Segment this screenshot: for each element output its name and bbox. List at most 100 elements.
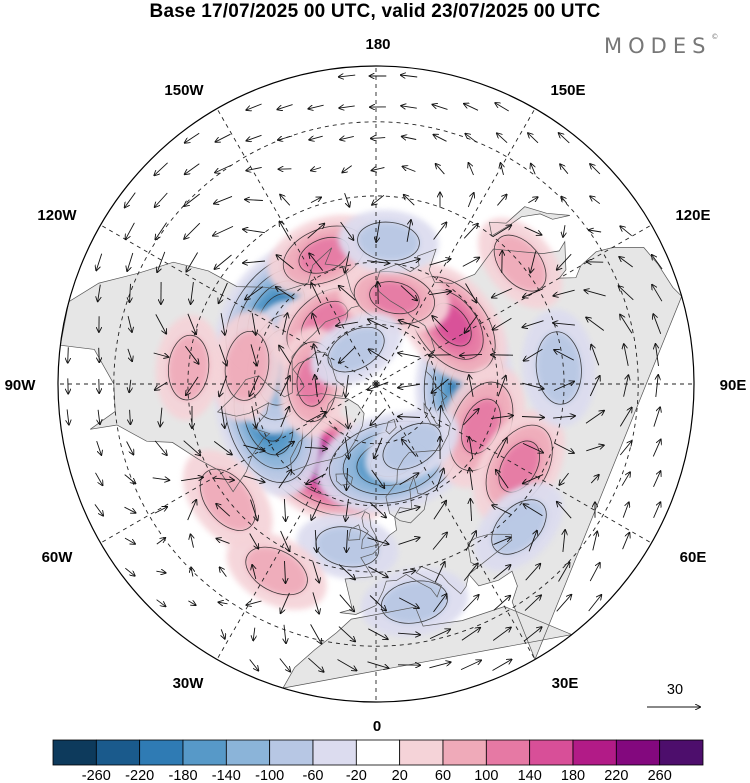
wind-vector <box>590 196 601 205</box>
wind-vector <box>369 595 386 611</box>
wind-vector <box>185 132 200 143</box>
wind-vector <box>124 506 136 513</box>
wind-vector <box>463 409 478 426</box>
wind-vector <box>253 627 255 641</box>
land-japan <box>489 206 570 236</box>
wind-vector <box>216 133 231 142</box>
wind-vector <box>371 408 386 425</box>
wind-vector <box>153 352 169 357</box>
wind-vector <box>524 595 541 611</box>
wind-vector <box>434 135 447 142</box>
wind-vector <box>398 538 420 545</box>
wind-vector <box>435 469 443 490</box>
lon-label-150w: 150W <box>164 82 204 99</box>
anomaly-negative-23 <box>338 210 439 273</box>
wind-vector <box>252 565 256 580</box>
wind-vector <box>528 197 537 204</box>
wind-vector <box>368 566 387 578</box>
wind-vector <box>429 259 451 266</box>
wind-vector <box>429 291 451 296</box>
wind-vector <box>278 470 291 489</box>
wind-vector <box>160 407 162 427</box>
wind-vector <box>339 75 356 77</box>
wind-vector <box>278 135 293 140</box>
wind-vector <box>312 561 319 583</box>
wind-vector <box>243 444 264 451</box>
wind-vector <box>369 349 388 362</box>
wind-vector <box>277 104 293 110</box>
wind-vector <box>68 347 69 362</box>
wind-vector <box>586 318 605 331</box>
meridian-240 <box>100 224 377 385</box>
wind-vector <box>155 192 168 207</box>
wind-vector <box>372 194 385 204</box>
colorbar-swatch <box>225 739 271 766</box>
wind-vector <box>124 474 136 484</box>
wind-vector <box>439 406 441 429</box>
wind-vector <box>219 282 228 303</box>
wind-vector <box>185 345 198 364</box>
wind-vector <box>216 504 231 517</box>
colorbar-swatch <box>139 739 184 766</box>
wind-vector <box>652 285 663 302</box>
wind-vector <box>125 567 134 576</box>
wind-vector <box>310 624 322 643</box>
wind-vector <box>156 599 166 607</box>
wind-vector <box>493 565 511 580</box>
wind-vector <box>154 507 167 514</box>
wind-vector <box>275 442 294 455</box>
wind-vector <box>460 354 483 355</box>
wind-vector <box>156 538 165 545</box>
meridian-150 <box>375 108 536 385</box>
wind-vector <box>492 288 513 298</box>
wind-vector <box>310 197 321 203</box>
wind-vector <box>556 595 572 612</box>
wind-vector <box>280 530 290 551</box>
wind-vector <box>563 530 565 552</box>
wind-vector <box>401 75 418 77</box>
wind-vector <box>528 133 539 144</box>
wind-vector <box>653 471 661 487</box>
wind-vector <box>622 533 630 550</box>
wind-vector <box>251 313 256 335</box>
wind-vector <box>367 661 389 668</box>
wind-vector <box>591 345 600 366</box>
wind-vector <box>124 537 135 544</box>
wind-vector <box>250 344 257 365</box>
coastline-novaya-zemlya <box>423 402 442 427</box>
wind-vector <box>524 504 543 517</box>
wind-vector <box>553 323 575 325</box>
wind-vector <box>496 470 509 489</box>
wind-vector <box>94 504 103 515</box>
wind-vector <box>501 163 504 176</box>
wind-vector <box>368 381 389 390</box>
coastline-arctic-islands <box>292 351 345 397</box>
colorbar-tick-label: -100 <box>255 768 284 783</box>
wind-vector <box>247 134 262 140</box>
wind-vector <box>130 283 131 302</box>
wind-vector <box>184 222 201 239</box>
wind-vector <box>246 167 262 170</box>
wind-vector <box>524 348 543 360</box>
logo-mark: © <box>711 33 719 41</box>
wind-vector <box>463 595 478 612</box>
lon-label-120e: 120E <box>675 207 710 224</box>
colorbar-swatch <box>615 739 661 766</box>
colorbar-tick-label: -260 <box>82 768 111 783</box>
wind-vector <box>558 563 570 582</box>
wind-vector <box>152 478 170 480</box>
wind-vector <box>620 315 633 334</box>
wind-vector <box>433 501 446 520</box>
wind-vector <box>530 251 537 272</box>
map-disk <box>58 66 694 702</box>
wind-vector <box>279 376 290 397</box>
wind-vector <box>653 407 660 427</box>
wind-vector <box>400 285 417 301</box>
wind-vector <box>367 261 389 264</box>
wind-vector <box>312 314 321 335</box>
wind-vector <box>217 539 230 544</box>
wind-vector <box>563 225 565 237</box>
wind-vector <box>339 286 356 301</box>
wind-vector <box>397 633 420 635</box>
wind-vector <box>590 164 601 175</box>
